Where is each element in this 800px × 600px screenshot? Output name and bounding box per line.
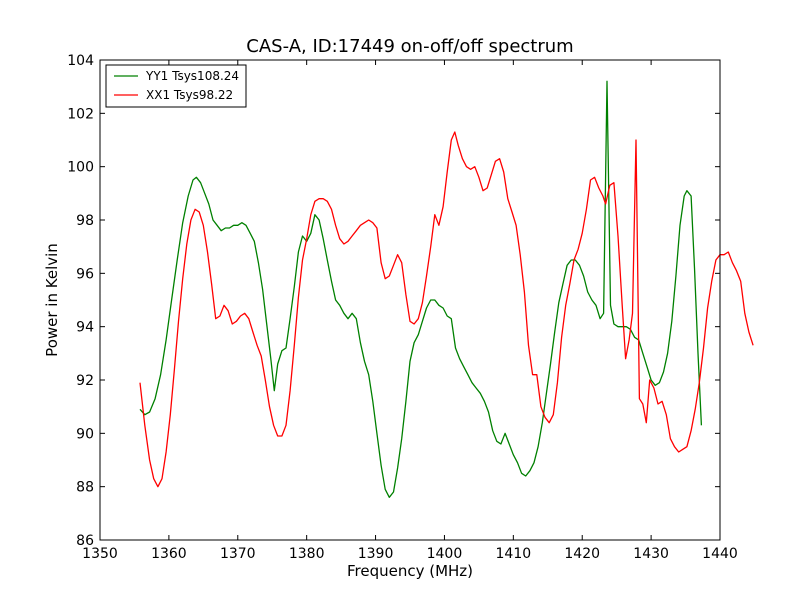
y-tick-label: 96 (76, 266, 94, 282)
x-tick-label: 1420 (564, 546, 600, 562)
x-tick-label: 1370 (220, 546, 256, 562)
x-axis-label: Frequency (MHz) (347, 562, 473, 580)
y-tick-label: 88 (76, 480, 94, 496)
plot-frame (99, 59, 721, 541)
x-tick-label: 1360 (151, 546, 187, 562)
x-tick-label: 1400 (427, 546, 463, 562)
y-tick-label: 104 (67, 53, 94, 69)
y-axis-label: Power in Kelvin (43, 243, 61, 357)
y-tick-label: 102 (67, 106, 94, 122)
x-tick-label: 1380 (289, 546, 325, 562)
chart-title: CAS-A, ID:17449 on-off/off spectrum (246, 36, 573, 57)
legend-entry-xx1: XX1 Tsys98.22 (146, 88, 233, 102)
series-line-yy1 (139, 80, 703, 498)
x-tick-label: 1410 (496, 546, 532, 562)
y-tick-label: 92 (76, 373, 94, 389)
x-tick-label: 1350 (82, 546, 118, 562)
y-tick-label: 98 (76, 213, 94, 229)
series-line-xx1 (139, 131, 754, 488)
x-tick-label: 1440 (702, 546, 738, 562)
legend-entry-yy1: YY1 Tsys108.24 (145, 69, 239, 83)
legend: YY1 Tsys108.24 XX1 Tsys98.22 (105, 64, 247, 108)
series-layer (139, 80, 754, 498)
x-tick-label: 1390 (358, 546, 394, 562)
plot-area (100, 60, 720, 540)
y-tick-label: 100 (67, 160, 94, 176)
y-tick-label: 90 (76, 426, 94, 442)
legend-box (105, 64, 247, 108)
x-tick-label: 1430 (633, 546, 669, 562)
ticks-layer: 1350 1360 1370 1380 1390 1400 1410 1420 1430 1440… (67, 53, 738, 562)
y-tick-label: 86 (76, 533, 94, 549)
y-tick-label: 94 (76, 320, 94, 336)
